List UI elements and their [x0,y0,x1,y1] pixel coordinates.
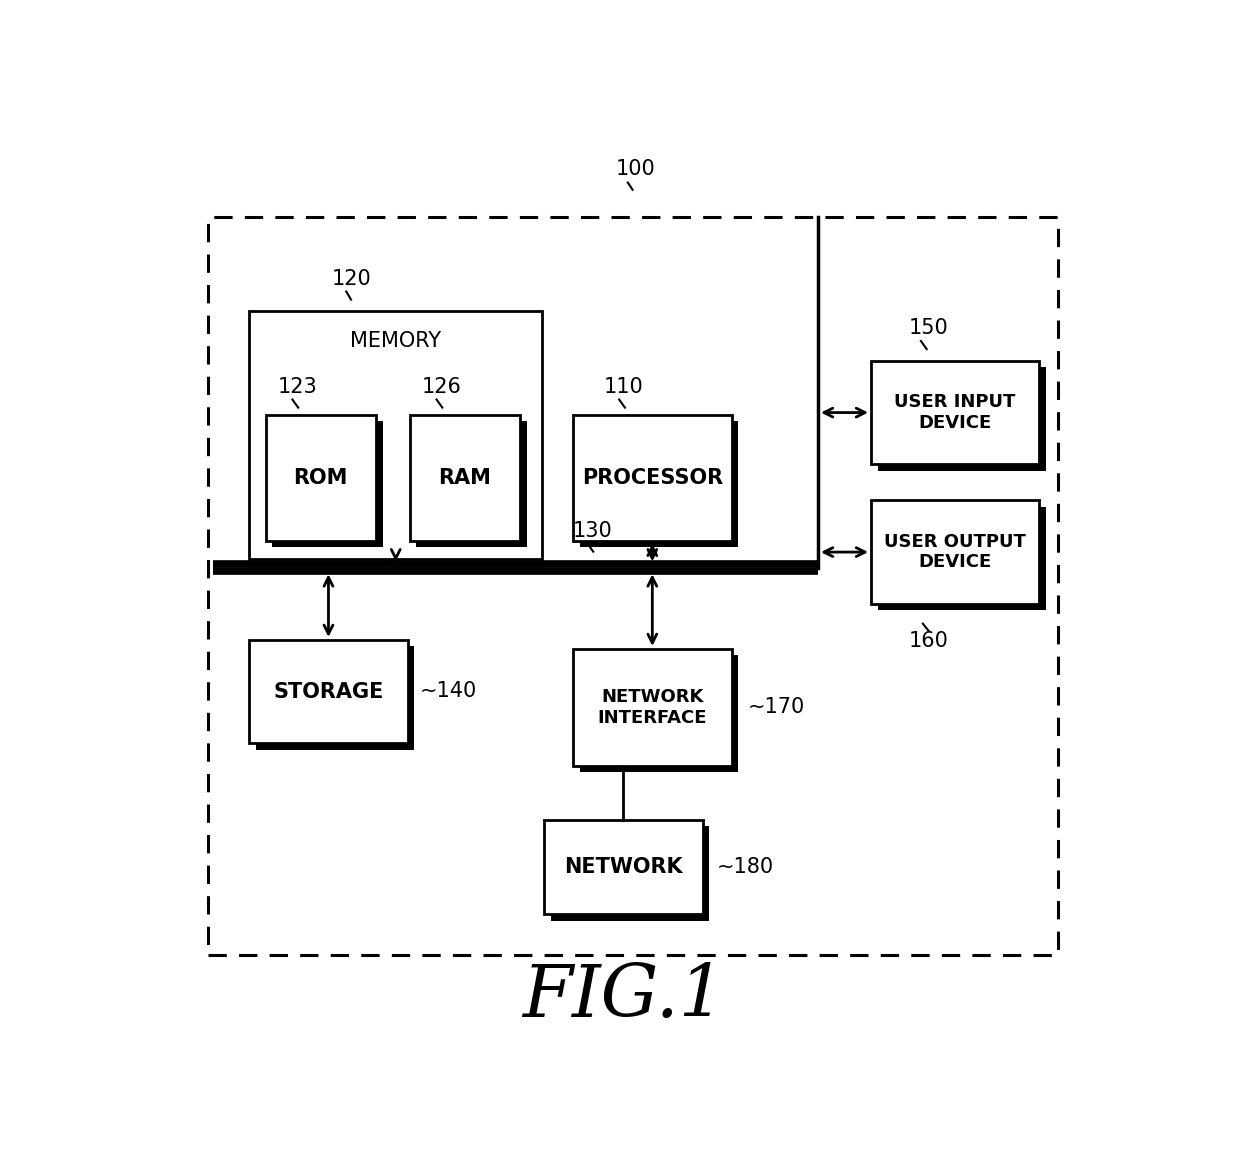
Bar [573,649,732,766]
Bar [878,506,1045,610]
Text: 130: 130 [573,521,613,541]
Bar [544,819,703,914]
Bar [580,655,738,773]
Text: FIG.1: FIG.1 [522,962,724,1032]
Text: RAM: RAM [439,468,491,487]
Text: 160: 160 [909,631,949,651]
Bar [409,415,521,541]
Bar [249,311,542,559]
Text: PROCESSOR: PROCESSOR [582,468,723,487]
Text: NETWORK
INTERFACE: NETWORK INTERFACE [598,689,707,727]
Text: ~140: ~140 [419,682,476,701]
Text: 120: 120 [332,269,372,289]
Bar [255,646,414,749]
Bar [249,639,408,743]
Text: NETWORK: NETWORK [564,857,683,877]
Text: ~170: ~170 [748,698,805,718]
Text: ROM: ROM [294,468,348,487]
Bar [878,367,1045,471]
Text: MEMORY: MEMORY [350,331,441,351]
Bar [573,415,732,541]
Text: 100: 100 [615,159,656,179]
Bar [551,826,709,921]
Bar [208,216,1058,955]
Bar [580,421,738,547]
Bar [417,421,527,547]
Text: 126: 126 [422,376,461,396]
Text: USER OUTPUT
DEVICE: USER OUTPUT DEVICE [884,533,1025,572]
Bar [265,415,376,541]
Text: 123: 123 [278,376,317,396]
Text: 150: 150 [909,318,949,338]
Text: USER INPUT
DEVICE: USER INPUT DEVICE [894,393,1016,433]
Bar [273,421,383,547]
Bar [870,500,1039,604]
Bar [870,361,1039,464]
Text: STORAGE: STORAGE [273,682,383,701]
Text: ~180: ~180 [717,857,774,877]
Text: 110: 110 [604,376,644,396]
